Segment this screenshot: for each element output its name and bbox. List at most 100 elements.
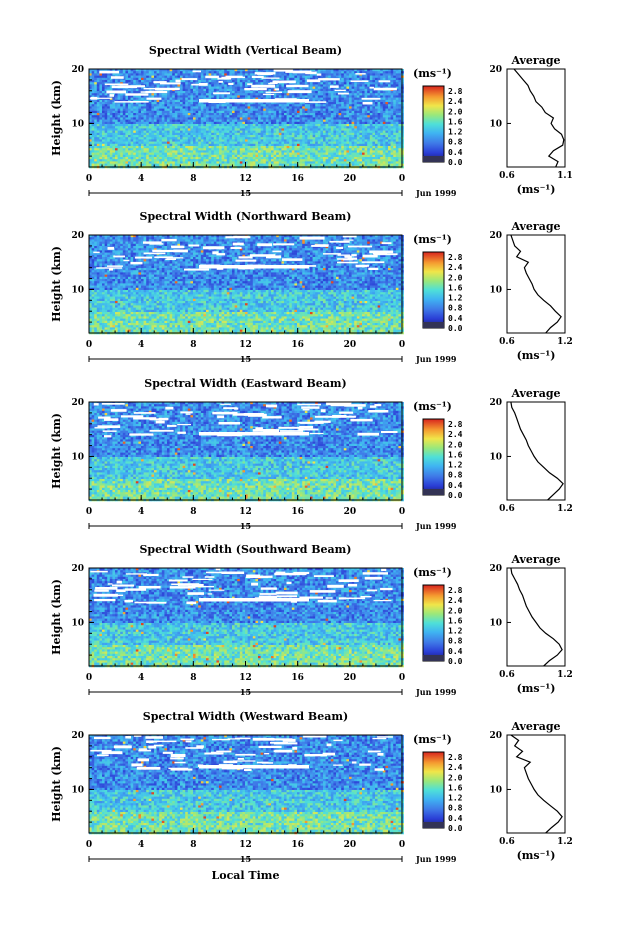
colorbar-tick-label: 1.2 — [448, 461, 463, 470]
colorbar-tick-label: 2.8 — [448, 253, 463, 262]
x-tick-label: 20 — [344, 340, 357, 350]
average-y-tick-label: 10 — [489, 785, 502, 795]
x-axis-label: Local Time — [212, 869, 280, 882]
average-profile: Average 10 20 0.6 1.2(ms⁻¹) — [489, 720, 572, 862]
x-tick-label: 8 — [190, 340, 196, 350]
x-tick-label: 0 — [86, 673, 92, 683]
colorbar-tick-label: 1.6 — [448, 283, 463, 292]
colorbar-tick-label: 2.0 — [448, 773, 463, 782]
average-title: Average — [510, 54, 560, 67]
average-title: Average — [510, 387, 560, 400]
data-gaps — [93, 235, 398, 271]
colorbar-tick-label: 1.6 — [448, 450, 463, 459]
x-tick-label: 0 — [399, 840, 405, 850]
average-profile: Average 10 20 0.6 1.1(ms⁻¹) — [489, 54, 572, 196]
colorbar-tick-label: 2.0 — [448, 273, 463, 282]
colorbar-tick-label: 2.0 — [448, 440, 463, 449]
average-x-label: (ms⁻¹) — [517, 849, 556, 862]
colorbar-under — [423, 655, 444, 661]
average-x-tick-label: 1.2 — [557, 337, 573, 347]
colorbar-tick-label: 1.2 — [448, 128, 463, 137]
colorbar-tick-label: 0.4 — [448, 314, 463, 323]
average-line — [513, 68, 565, 168]
x-tick-label: 0 — [86, 174, 92, 184]
y-axis-label: Height (km) — [50, 246, 63, 322]
average-profile: Average 10 20 0.6 1.2(ms⁻¹) — [489, 220, 572, 362]
y-tick-label: 20 — [71, 231, 84, 241]
colorbar-tick-label: 0.8 — [448, 804, 463, 813]
colorbar-tick-label: 2.4 — [448, 263, 463, 272]
y-tick-label: 20 — [71, 65, 84, 75]
colorbar — [422, 584, 445, 662]
average-y-tick-label: 20 — [489, 398, 502, 408]
day-marker: 15 — [240, 188, 251, 198]
colorbar-tick-label: 0.4 — [448, 814, 463, 823]
x-tick-label: 20 — [344, 840, 357, 850]
colorbar-tick-label: 2.4 — [448, 430, 463, 439]
y-tick-label: 20 — [71, 731, 84, 741]
heatmap-cells — [89, 402, 404, 502]
average-x-tick-label: 0.6 — [499, 670, 515, 680]
x-tick-label: 8 — [190, 840, 196, 850]
date-label: Jun 1999 — [415, 354, 457, 364]
colorbar-tick-label: 2.4 — [448, 596, 463, 605]
day-marker: 15 — [240, 354, 251, 364]
y-tick-label: 10 — [71, 452, 84, 462]
y-tick-label: 10 — [71, 119, 84, 129]
day-marker: 15 — [240, 854, 251, 864]
average-title: Average — [510, 220, 560, 233]
x-tick-label: 0 — [399, 174, 405, 184]
data-gaps — [90, 568, 393, 605]
x-tick-label: 0 — [399, 340, 405, 350]
heatmap-cells — [89, 735, 404, 835]
x-tick-label: 8 — [190, 174, 196, 184]
panel-title: Spectral Width (Northward Beam) — [140, 210, 352, 223]
average-x-tick-label: 1.2 — [557, 670, 573, 680]
colorbar-tick-label: 2.0 — [448, 107, 463, 116]
colorbar — [422, 418, 445, 496]
colorbar-tick-label: 0.4 — [448, 148, 463, 157]
x-tick-label: 16 — [291, 174, 304, 184]
x-tick-label: 12 — [239, 673, 252, 683]
panel-5: Spectral Width (Westward Beam) 10 20 Height… — [50, 710, 573, 864]
x-tick-label: 0 — [86, 340, 92, 350]
colorbar-tick-label: 0.8 — [448, 471, 463, 480]
colorbar-tick-label: 0.4 — [448, 647, 463, 656]
colorbar-tick-label: 0.0 — [448, 324, 463, 333]
average-y-tick-label: 10 — [489, 452, 502, 462]
x-tick-label: 12 — [239, 340, 252, 350]
colorbar-tick-label: 2.8 — [448, 586, 463, 595]
y-tick-label: 20 — [71, 564, 84, 574]
colorbar-tick-label: 0.0 — [448, 158, 463, 167]
colorbar-tick-label: 2.0 — [448, 606, 463, 615]
average-x-label: (ms⁻¹) — [517, 183, 556, 196]
average-profile: Average 10 20 0.6 1.2(ms⁻¹) — [489, 553, 572, 695]
average-y-tick-label: 10 — [489, 285, 502, 295]
x-tick-label: 12 — [239, 174, 252, 184]
average-frame — [506, 401, 566, 501]
panel-3: Spectral Width (Eastward Beam) 10 20 Height… — [50, 377, 573, 531]
colorbar-tick-label: 1.2 — [448, 294, 463, 303]
average-line — [510, 567, 563, 667]
colorbar-unit: (ms⁻¹) — [413, 733, 452, 746]
colorbar-tick-label: 1.6 — [448, 783, 463, 792]
colorbar — [422, 751, 445, 829]
x-tick-label: 4 — [138, 507, 144, 517]
x-tick-label: 0 — [399, 673, 405, 683]
x-tick-label: 16 — [291, 840, 304, 850]
average-frame — [506, 567, 566, 667]
average-y-tick-label: 10 — [489, 618, 502, 628]
average-line — [510, 401, 564, 501]
date-label: Jun 1999 — [415, 687, 457, 697]
colorbar-tick-label: 0.8 — [448, 304, 463, 313]
x-tick-label: 20 — [344, 673, 357, 683]
panel-4: Spectral Width (Southward Beam) 10 20 Heigh… — [50, 543, 573, 697]
panel-title: Spectral Width (Westward Beam) — [143, 710, 348, 723]
panel-title: Spectral Width (Southward Beam) — [139, 543, 351, 556]
colorbar-unit: (ms⁻¹) — [413, 233, 452, 246]
colorbar-under — [423, 156, 444, 162]
average-x-label: (ms⁻¹) — [517, 349, 556, 362]
colorbar-unit: (ms⁻¹) — [413, 400, 452, 413]
average-title: Average — [510, 553, 560, 566]
average-title: Average — [510, 720, 560, 733]
